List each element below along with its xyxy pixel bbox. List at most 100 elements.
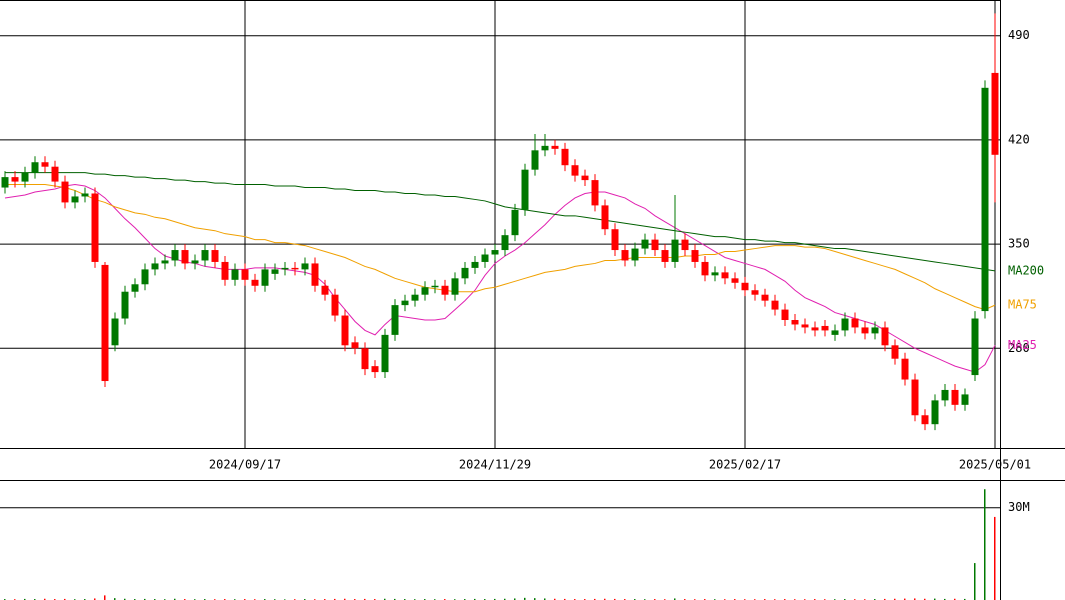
volume-bar <box>554 598 556 600</box>
candle-body <box>711 272 719 276</box>
candle-body <box>991 72 999 155</box>
candle-body <box>561 148 569 166</box>
candle-body <box>671 239 679 262</box>
y-tick-label: 280 <box>1008 341 1030 355</box>
candle-body <box>121 291 129 319</box>
candle-body <box>641 239 649 249</box>
candle-body <box>191 260 199 264</box>
y-tick-label: 490 <box>1008 28 1030 42</box>
candle-body <box>441 285 449 295</box>
volume-bar <box>344 598 346 600</box>
volume-bar <box>564 598 566 600</box>
y-tick-label: 350 <box>1008 237 1030 251</box>
legend-label: MA200 <box>1008 263 1044 277</box>
volume-bar <box>954 598 956 600</box>
candle-body <box>171 250 179 261</box>
candle-body <box>61 181 69 203</box>
candle-body <box>731 278 739 283</box>
volume-bar <box>884 598 886 600</box>
candle-body <box>41 162 49 167</box>
candle-body <box>871 327 879 334</box>
candle-body <box>291 267 299 270</box>
candle-body <box>271 269 279 274</box>
volume-bar <box>474 598 476 600</box>
candle-body <box>181 250 189 264</box>
volume-bar <box>594 598 596 600</box>
candle-body <box>661 250 669 262</box>
volume-bar <box>44 598 46 600</box>
candle-body <box>701 261 709 276</box>
candle-body <box>51 166 59 182</box>
candle-body <box>431 285 439 288</box>
candle-body <box>971 318 979 376</box>
candle-body <box>1 177 9 188</box>
volume-bar <box>334 598 336 600</box>
candle-body <box>131 284 139 292</box>
candle-body <box>31 162 39 173</box>
candle-body <box>201 250 209 261</box>
legend-label: MA75 <box>1008 298 1037 312</box>
candle-body <box>461 267 469 279</box>
candle-body <box>591 180 599 206</box>
volume-bar <box>984 489 986 600</box>
candle-body <box>451 278 459 295</box>
candle-body <box>391 305 399 335</box>
candle-body <box>211 250 219 262</box>
volume-bar <box>934 598 936 600</box>
candle-body <box>241 269 249 280</box>
candle-body <box>821 325 829 331</box>
x-tick-label: 2025/02/17 <box>709 458 781 472</box>
candle-body <box>401 300 409 306</box>
candle-body <box>741 282 749 291</box>
volume-bar <box>64 598 66 600</box>
candle-body <box>831 330 839 335</box>
candle-body <box>541 145 549 151</box>
volume-bar <box>974 563 976 600</box>
candle-body <box>691 250 699 262</box>
moving-averages <box>4 172 996 373</box>
candle-body <box>361 348 369 370</box>
volume-bar <box>94 598 96 600</box>
candle-body <box>141 269 149 285</box>
candle-body <box>981 87 989 312</box>
candle-body <box>601 205 609 230</box>
volume-bar <box>994 516 996 600</box>
candle-body <box>511 209 519 236</box>
candle-body <box>941 389 949 401</box>
candle-body <box>301 263 309 270</box>
candle-body <box>471 261 479 268</box>
candle-body <box>851 318 859 328</box>
candle-body <box>411 294 419 301</box>
candle-body <box>771 300 779 310</box>
volume-bar <box>964 598 966 600</box>
x-tick-label: 2024/09/17 <box>209 458 281 472</box>
labels: 280 350 420 490 2024/09/17 2024/11/29 2025/02/… <box>209 28 1044 514</box>
candle-body <box>161 260 169 264</box>
candle-body <box>961 394 969 405</box>
candle-body <box>11 177 19 182</box>
ma-line <box>4 184 996 373</box>
candles <box>1 13 999 431</box>
candle-body <box>231 269 239 280</box>
volume-bar <box>24 598 26 600</box>
candle-body <box>751 290 759 295</box>
candle-body <box>801 324 809 328</box>
volume-bar <box>144 598 146 600</box>
volume-bar <box>914 598 916 600</box>
volume-bar <box>104 595 106 600</box>
volume-bar <box>614 598 616 600</box>
volume-bar <box>904 598 906 600</box>
candle-body <box>951 389 959 405</box>
ma-line <box>5 184 996 311</box>
volume-bar <box>674 598 676 600</box>
grid <box>0 0 1000 509</box>
candle-body <box>341 315 349 346</box>
candle-body <box>261 269 269 286</box>
candle-body <box>841 318 849 331</box>
candle-body <box>891 345 899 359</box>
candle-body <box>421 287 429 295</box>
candle-body <box>881 327 889 346</box>
candle-body <box>611 229 619 251</box>
